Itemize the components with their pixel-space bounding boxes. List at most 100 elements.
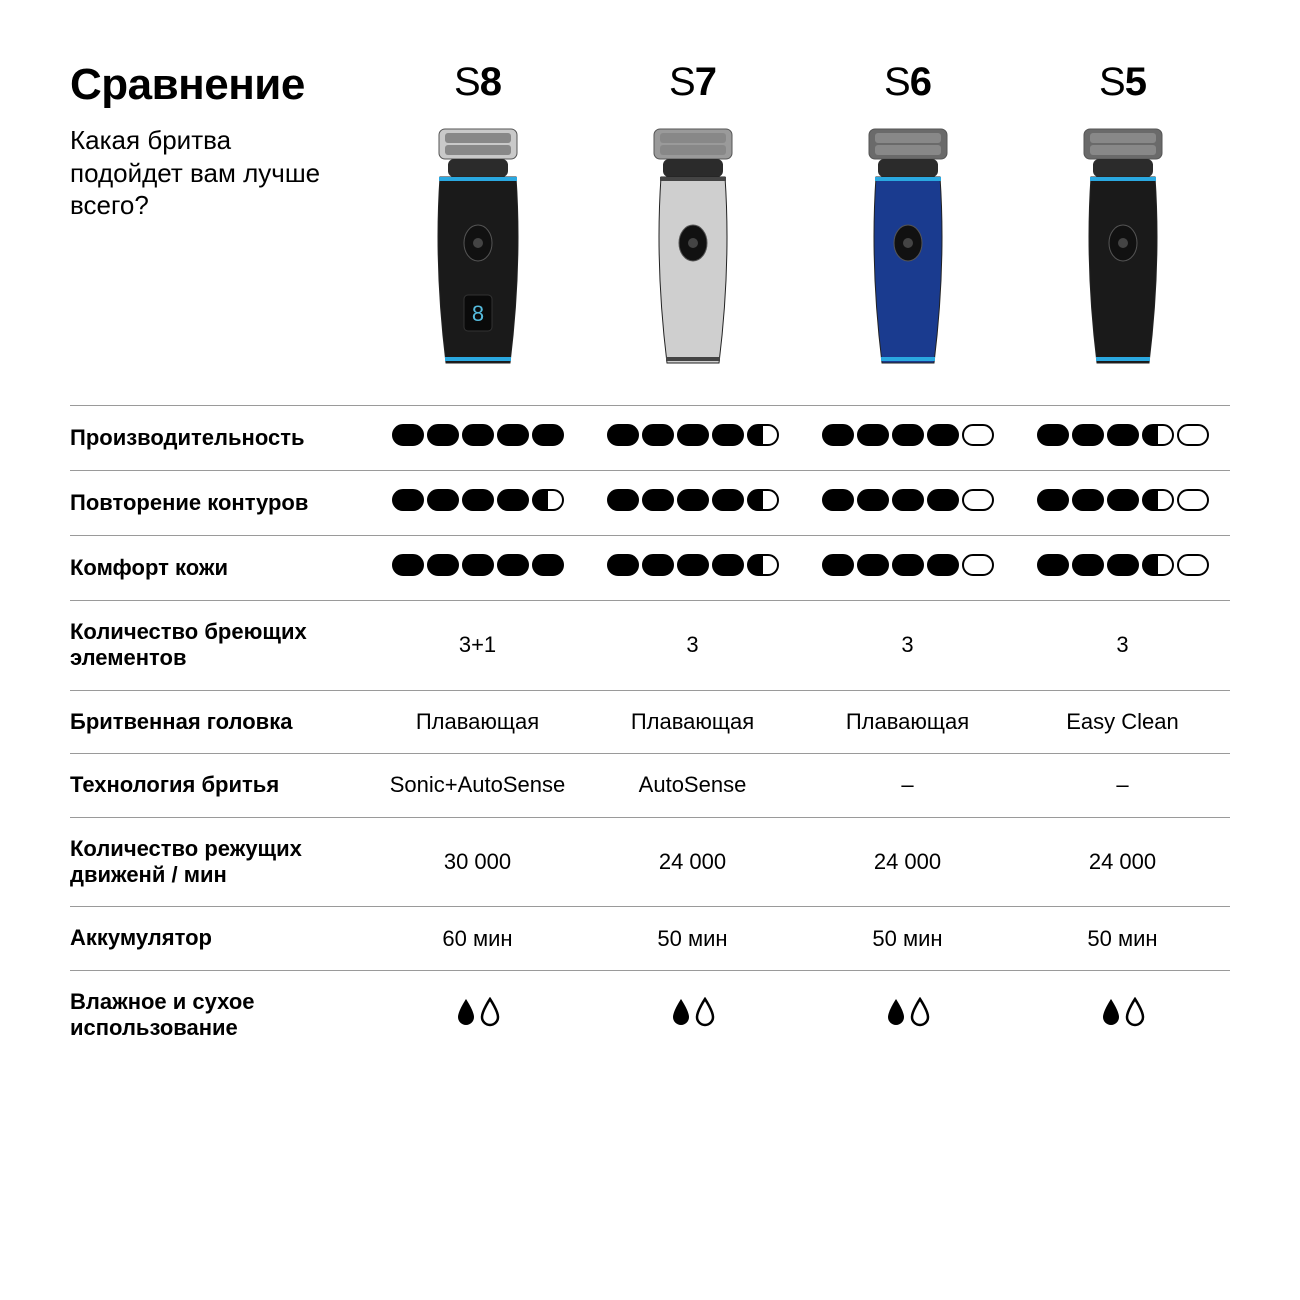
rating-pill: [712, 489, 744, 511]
product-img-wrap-s8: 8: [370, 115, 585, 375]
rating-pill: [857, 489, 889, 511]
row-6: Количество режущих движенй / мин30 00024…: [70, 817, 1230, 907]
cell-5-0: Sonic+AutoSense: [370, 754, 585, 817]
cell-8-2: [800, 970, 1015, 1059]
rating-pill: [747, 554, 779, 576]
drop-outline-icon: [694, 997, 716, 1027]
rating-pill: [1072, 489, 1104, 511]
rating-pills: [1037, 424, 1209, 446]
cell-2-2: [800, 536, 1015, 601]
comparison-table: Сравнение Какая бритва подойдет вам лучш…: [70, 60, 1230, 1060]
row-label-7: Аккумулятор: [70, 907, 370, 970]
cell-5-1: AutoSense: [585, 754, 800, 817]
rating-pill: [1177, 554, 1209, 576]
product-label-s6: S6: [800, 60, 1015, 105]
row-label-4: Бритвенная головка: [70, 690, 370, 753]
product-image-s7: [633, 125, 753, 375]
rating-pill: [927, 424, 959, 446]
rating-pill: [532, 489, 564, 511]
row-8: Влажное и сухое использование: [70, 970, 1230, 1059]
rating-pill: [857, 424, 889, 446]
product-img-wrap-s7: [585, 115, 800, 375]
cell-7-2: 50 мин: [800, 907, 1015, 970]
cell-6-0: 30 000: [370, 817, 585, 907]
rating-pill: [1037, 424, 1069, 446]
cell-1-1: [585, 471, 800, 536]
cell-0-0: [370, 406, 585, 471]
product-col-s6: S6: [800, 60, 1015, 406]
rating-pill: [677, 554, 709, 576]
cell-1-0: [370, 471, 585, 536]
product-image-s5: [1063, 125, 1183, 375]
cell-5-3: –: [1015, 754, 1230, 817]
drop-outline-icon: [909, 997, 931, 1027]
rating-pill: [677, 424, 709, 446]
cell-7-3: 50 мин: [1015, 907, 1230, 970]
page-subtitle: Какая бритва подойдет вам лучше всего?: [70, 124, 350, 222]
rating-pills: [607, 489, 779, 511]
rating-pills: [392, 489, 564, 511]
rating-pill: [1107, 489, 1139, 511]
row-label-1: Повторение контуров: [70, 471, 370, 536]
rating-pill: [392, 424, 424, 446]
rating-pill: [642, 554, 674, 576]
rating-pill: [1142, 489, 1174, 511]
product-img-wrap-s6: [800, 115, 1015, 375]
rating-pills: [607, 554, 779, 576]
rating-pills: [822, 424, 994, 446]
rating-pill: [1142, 554, 1174, 576]
rating-pills: [392, 554, 564, 576]
wetdry-icon: [1100, 997, 1146, 1027]
cell-4-0: Плавающая: [370, 690, 585, 753]
rating-pill: [962, 424, 994, 446]
cell-1-2: [800, 471, 1015, 536]
cell-8-0: [370, 970, 585, 1059]
product-col-s5: S5: [1015, 60, 1230, 406]
rating-pill: [532, 554, 564, 576]
rating-pill: [712, 554, 744, 576]
rating-pill: [497, 554, 529, 576]
row-1: Повторение контуров: [70, 471, 1230, 536]
cell-3-3: 3: [1015, 601, 1230, 691]
row-0: Производительность: [70, 406, 1230, 471]
page-title: Сравнение: [70, 60, 350, 110]
drop-filled-icon: [670, 997, 692, 1027]
rating-pill: [462, 424, 494, 446]
cell-4-1: Плавающая: [585, 690, 800, 753]
rating-pill: [927, 554, 959, 576]
row-label-6: Количество режущих движенй / мин: [70, 817, 370, 907]
rating-pill: [497, 424, 529, 446]
cell-4-2: Плавающая: [800, 690, 1015, 753]
rating-pill: [497, 489, 529, 511]
rating-pill: [532, 424, 564, 446]
rating-pill: [462, 554, 494, 576]
rating-pill: [462, 489, 494, 511]
cell-2-0: [370, 536, 585, 601]
row-label-0: Производительность: [70, 406, 370, 471]
rating-pill: [677, 489, 709, 511]
cell-0-3: [1015, 406, 1230, 471]
rating-pill: [607, 489, 639, 511]
cell-2-3: [1015, 536, 1230, 601]
rating-pill: [1072, 554, 1104, 576]
rating-pill: [822, 554, 854, 576]
rating-pill: [642, 489, 674, 511]
cell-6-1: 24 000: [585, 817, 800, 907]
drop-outline-icon: [1124, 997, 1146, 1027]
rating-pill: [607, 554, 639, 576]
cell-5-2: –: [800, 754, 1015, 817]
product-label-s7: S7: [585, 60, 800, 105]
cell-0-1: [585, 406, 800, 471]
rating-pill: [392, 489, 424, 511]
rating-pill: [892, 489, 924, 511]
rating-pill: [392, 554, 424, 576]
rating-pills: [392, 424, 564, 446]
rating-pill: [427, 554, 459, 576]
rating-pill: [857, 554, 889, 576]
cell-3-2: 3: [800, 601, 1015, 691]
row-label-5: Технология бритья: [70, 754, 370, 817]
rating-pill: [747, 424, 779, 446]
rating-pill: [607, 424, 639, 446]
cell-7-0: 60 мин: [370, 907, 585, 970]
cell-7-1: 50 мин: [585, 907, 800, 970]
